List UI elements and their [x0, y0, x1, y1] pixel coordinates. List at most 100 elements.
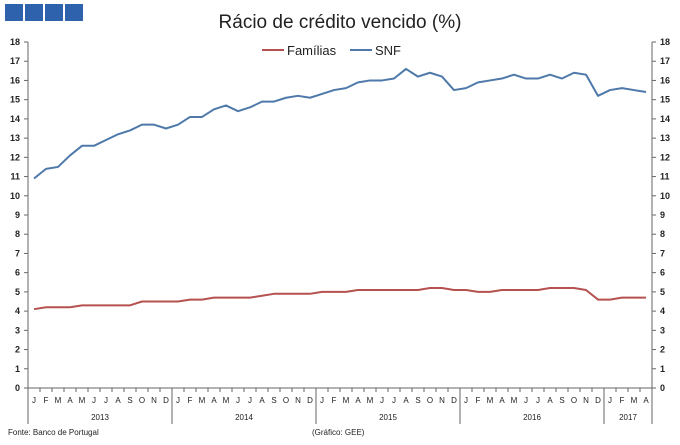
y-tick-label-left: 17	[10, 56, 20, 66]
x-tick-label: O	[571, 396, 577, 405]
x-tick-label: M	[511, 396, 518, 405]
y-tick-label-left: 9	[15, 210, 20, 220]
y-tick-label-right: 3	[660, 325, 665, 335]
x-tick-label: M	[199, 396, 206, 405]
y-tick-label-left: 16	[10, 75, 20, 85]
y-tick-label-left: 6	[15, 268, 20, 278]
x-tick-label: A	[115, 396, 121, 405]
chart-credit: (Gráfico: GEE)	[312, 428, 365, 437]
x-tick-label: F	[332, 396, 337, 405]
y-tick-label-left: 10	[10, 191, 20, 201]
x-tick-label: M	[55, 396, 62, 405]
x-tick-label: D	[451, 396, 457, 405]
brand-logo	[5, 4, 83, 21]
x-tick-label: J	[236, 396, 240, 405]
y-tick-label-right: 5	[660, 287, 665, 297]
y-tick-label-right: 11	[660, 172, 670, 182]
source-note: Fonte: Banco de Portugal	[8, 428, 99, 437]
x-tick-label: F	[188, 396, 193, 405]
x-tick-label: M	[343, 396, 350, 405]
chart-title: Rácio de crédito vencido (%)	[219, 12, 462, 33]
y-tick-label-right: 6	[660, 268, 665, 278]
y-tick-label-left: 13	[10, 133, 20, 143]
y-tick-label-left: 2	[15, 345, 20, 355]
x-tick-label: M	[223, 396, 230, 405]
y-tick-label-left: 11	[10, 172, 20, 182]
y-tick-label-right: 4	[660, 306, 665, 316]
x-tick-label: N	[295, 396, 301, 405]
x-tick-label: O	[283, 396, 289, 405]
legend-label: Famílias	[287, 43, 337, 58]
x-tick-label: J	[320, 396, 324, 405]
x-tick-label: J	[32, 396, 36, 405]
logo-square-1	[5, 4, 23, 21]
year-label: 2014	[235, 413, 253, 422]
x-tick-label: S	[127, 396, 132, 405]
x-tick-label: M	[631, 396, 638, 405]
year-label: 2017	[619, 413, 637, 422]
x-tick-label: A	[547, 396, 553, 405]
y-tick-label-left: 14	[10, 114, 20, 124]
y-tick-label-right: 10	[660, 191, 670, 201]
y-tick-label-left: 1	[15, 364, 20, 374]
x-tick-label: A	[643, 396, 649, 405]
logo-square-3	[45, 4, 63, 21]
x-tick-label: N	[439, 396, 445, 405]
y-tick-label-left: 4	[15, 306, 20, 316]
y-tick-label-left: 18	[10, 37, 20, 47]
y-tick-label-right: 16	[660, 75, 670, 85]
year-label: 2013	[91, 413, 109, 422]
y-tick-label-right: 17	[660, 56, 670, 66]
y-tick-label-right: 18	[660, 37, 670, 47]
y-tick-label-left: 7	[15, 248, 20, 258]
x-tick-label: O	[427, 396, 433, 405]
x-tick-label: M	[487, 396, 494, 405]
x-tick-label: A	[355, 396, 361, 405]
logo-square-2	[25, 4, 43, 21]
x-tick-label: J	[104, 396, 108, 405]
y-tick-label-left: 8	[15, 229, 20, 239]
x-tick-label: D	[595, 396, 601, 405]
y-tick-label-right: 12	[660, 152, 670, 162]
x-tick-label: N	[583, 396, 589, 405]
x-tick-label: J	[608, 396, 612, 405]
x-tick-label: A	[211, 396, 217, 405]
x-tick-label: M	[79, 396, 86, 405]
x-tick-label: N	[151, 396, 157, 405]
x-tick-label: D	[163, 396, 169, 405]
logo-square-4	[65, 4, 83, 21]
x-tick-label: M	[367, 396, 374, 405]
y-tick-label-left: 0	[15, 383, 20, 393]
x-tick-label: F	[44, 396, 49, 405]
series-group	[33, 67, 647, 311]
y-tick-label-left: 12	[10, 152, 20, 162]
x-tick-label: S	[415, 396, 420, 405]
y-tick-label-right: 0	[660, 383, 665, 393]
year-label: 2016	[523, 413, 541, 422]
y-tick-label-left: 5	[15, 287, 20, 297]
x-tick-label: A	[259, 396, 265, 405]
x-tick-label: J	[176, 396, 180, 405]
x-tick-label: S	[271, 396, 276, 405]
y-tick-label-right: 14	[660, 114, 670, 124]
y-tick-label-right: 1	[660, 364, 665, 374]
x-tick-label: S	[559, 396, 564, 405]
x-tick-label: J	[248, 396, 252, 405]
y-tick-label-right: 7	[660, 248, 665, 258]
series-line-fam-lias	[33, 287, 646, 311]
legend-label: SNF	[375, 43, 401, 58]
x-tick-label: F	[476, 396, 481, 405]
x-tick-label: J	[392, 396, 396, 405]
y-tick-label-left: 15	[10, 95, 20, 105]
x-tick-label: D	[307, 396, 313, 405]
series-line-snf	[33, 67, 647, 180]
y-tick-label-right: 13	[660, 133, 670, 143]
x-tick-label: A	[499, 396, 505, 405]
x-tick-label: J	[536, 396, 540, 405]
y-tick-label-right: 9	[660, 210, 665, 220]
year-label: 2015	[379, 413, 397, 422]
y-tick-label-right: 8	[660, 229, 665, 239]
y-tick-label-left: 3	[15, 325, 20, 335]
